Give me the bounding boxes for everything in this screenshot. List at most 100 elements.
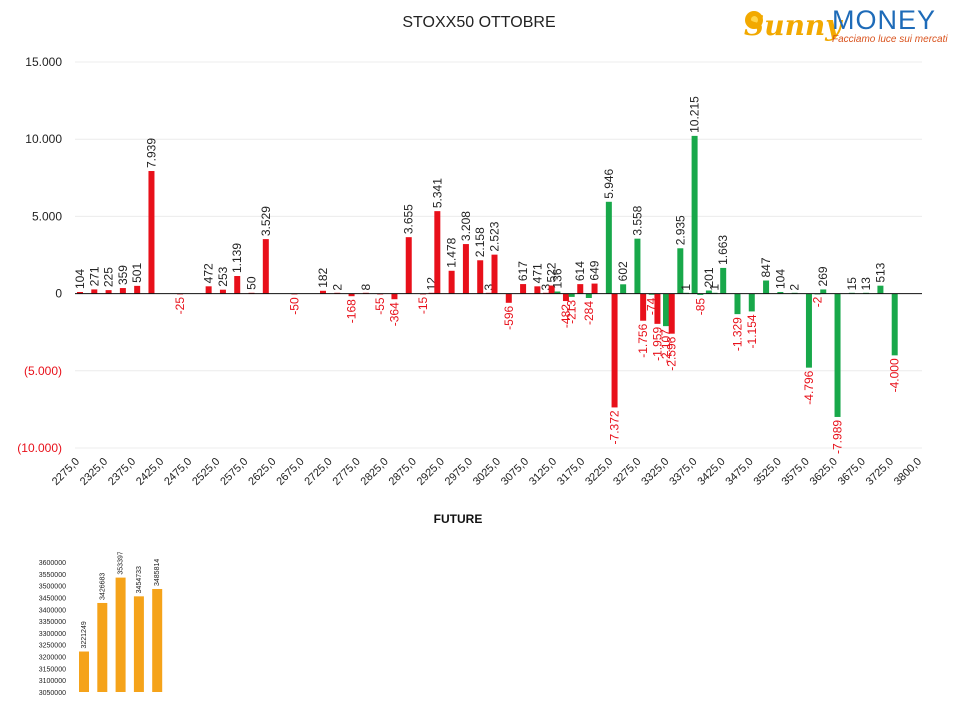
data-label: -25 [173, 297, 187, 315]
small-bar-chart: 3600000 3550000 3500000 3450000 3400000 33500… [39, 552, 163, 697]
data-label: 3 [539, 284, 553, 291]
x-tick-label: 2425,0 [134, 456, 166, 488]
bar [534, 286, 541, 294]
bar [405, 237, 412, 294]
small-y-tick-label: 3050000 [39, 690, 66, 697]
x-tick-label: 3525,0 [752, 456, 784, 488]
chart-title: STOXX50 OTTOBRE [402, 14, 556, 31]
x-tick-label: 3075,0 [499, 456, 531, 488]
data-label: 3.655 [402, 204, 416, 234]
bar [585, 293, 592, 298]
bar [77, 291, 83, 294]
x-tick-label: 2975,0 [443, 456, 475, 488]
data-label: -1.154 [745, 314, 759, 348]
bar [448, 270, 455, 294]
bar [634, 238, 641, 294]
x-tick-label: 3175,0 [555, 456, 587, 488]
y-tick-label: 15.000 [25, 55, 62, 69]
x-tick-label: 2625,0 [246, 456, 278, 488]
bar [562, 293, 569, 302]
data-label: -2.596 [665, 336, 679, 370]
data-label: 1.478 [445, 237, 459, 267]
data-label: -85 [693, 298, 707, 316]
x-tick-label: 3575,0 [780, 456, 812, 488]
data-label: 649 [588, 260, 602, 280]
bar [91, 289, 98, 294]
small-bar [97, 602, 108, 692]
small-y-tick-label: 3550000 [39, 572, 66, 579]
bar [820, 289, 827, 294]
data-label: -4.000 [888, 358, 902, 392]
bar [434, 211, 441, 294]
small-y-tick-label: 3400000 [39, 607, 66, 614]
bar [734, 293, 741, 315]
data-label: 8 [359, 283, 373, 290]
bar [877, 285, 884, 294]
x-tick-label: 2875,0 [387, 456, 419, 488]
bar [134, 285, 141, 294]
bar [477, 260, 484, 294]
data-label: 3.558 [630, 205, 644, 235]
logo-word-money: MONEY [832, 5, 936, 35]
data-label: 3.208 [459, 211, 473, 241]
bar [620, 284, 627, 294]
data-label: 359 [116, 265, 130, 285]
data-label: 1 [679, 284, 693, 291]
small-y-tick-label: 3100000 [39, 678, 66, 685]
y-tick-label: 0 [55, 287, 62, 301]
bar [648, 293, 655, 295]
small-y-tick-label: 3350000 [39, 619, 66, 626]
data-label: 253 [216, 266, 230, 286]
data-label: 3.529 [259, 206, 273, 236]
small-bar [79, 651, 89, 692]
data-label: 1.663 [716, 235, 730, 265]
data-label: 225 [102, 267, 116, 287]
data-label: 50 [245, 276, 259, 290]
x-tick-label: 2475,0 [162, 456, 194, 488]
bar [205, 286, 212, 294]
data-label: 2.158 [473, 227, 487, 257]
data-label: -284 [582, 301, 596, 325]
x-tick-label: 3625,0 [808, 456, 840, 488]
bar [234, 276, 241, 294]
bar [891, 293, 898, 356]
bar [505, 293, 512, 303]
data-label: 471 [530, 263, 544, 283]
small-y-tick-label: 3450000 [39, 595, 66, 602]
data-label: -213 [565, 300, 579, 324]
bar [148, 171, 155, 294]
small-bar [115, 577, 126, 692]
small-data-label: 3426683 [99, 573, 106, 600]
bar [348, 293, 355, 297]
bar [219, 289, 226, 294]
x-tick-label: 3325,0 [639, 456, 671, 488]
x-tick-label: 3025,0 [471, 456, 503, 488]
bar [119, 288, 126, 294]
bar [691, 135, 698, 294]
x-tick-label: 2275,0 [50, 456, 82, 488]
x-tick-label: 3225,0 [583, 456, 615, 488]
bar [605, 201, 612, 294]
data-label: -364 [387, 302, 401, 326]
bar [805, 293, 812, 368]
data-label: -15 [416, 297, 430, 315]
bar [705, 290, 712, 294]
small-y-tick-label: 3500000 [39, 584, 66, 591]
data-label: 13 [859, 277, 873, 291]
data-label: 513 [873, 262, 887, 282]
x-tick-label: 2575,0 [218, 456, 250, 488]
x-tick-label: 3275,0 [611, 456, 643, 488]
small-bar [152, 588, 163, 692]
data-label: 522 [545, 262, 559, 282]
y-tick-label: 5.000 [32, 209, 62, 223]
bar [391, 293, 398, 300]
data-label: 269 [816, 266, 830, 286]
x-tick-label: 2925,0 [415, 456, 447, 488]
x-tick-label: 2325,0 [78, 456, 110, 488]
data-label: 10.215 [688, 96, 702, 133]
bar [663, 293, 670, 327]
data-label: 5.341 [430, 178, 444, 208]
bar [677, 248, 684, 294]
